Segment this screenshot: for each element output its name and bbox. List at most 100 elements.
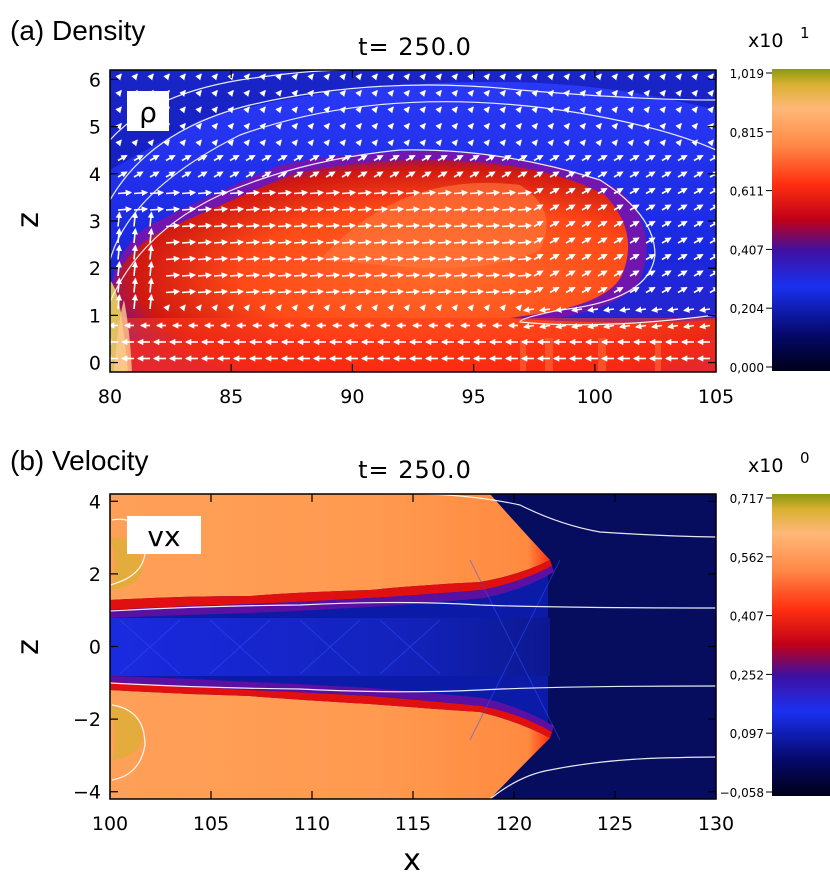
velocity-arrow — [291, 304, 298, 312]
velocity-arrow — [659, 89, 666, 97]
velocity-arrow — [181, 222, 197, 230]
velocity-arrow — [277, 154, 288, 162]
velocity-arrow — [453, 272, 469, 279]
velocity-arrow — [307, 122, 314, 130]
velocity-arrow — [277, 206, 293, 213]
panel-b-label: (b) Velocity — [10, 445, 149, 476]
velocity-arrow — [213, 222, 229, 230]
velocity-arrow — [549, 253, 560, 261]
velocity-arrow — [211, 122, 218, 130]
panel-b-axes: 100 105 110 115 120 125 130 4 2 0 −2 −4 — [73, 491, 734, 835]
velocity-arrow — [325, 222, 341, 230]
velocity-arrow — [645, 204, 656, 211]
velocity-arrow — [629, 187, 640, 195]
velocity-arrow — [629, 204, 640, 211]
y-tick-label: −2 — [73, 709, 101, 731]
velocity-arrow — [677, 286, 688, 294]
colorbar-tick-label: 0,407 — [730, 610, 764, 624]
velocity-arrow — [229, 189, 245, 197]
velocity-arrow — [709, 253, 716, 261]
y-tick-label: 2 — [89, 258, 101, 280]
velocity-arrow — [523, 323, 535, 330]
velocity-arrow — [147, 139, 154, 147]
velocity-arrow — [245, 189, 261, 197]
x-tick-label: 110 — [294, 813, 330, 835]
velocity-arrow — [133, 171, 144, 178]
velocity-arrow — [517, 206, 533, 213]
velocity-arrow — [709, 204, 716, 211]
velocity-arrow — [115, 122, 122, 130]
velocity-arrow — [245, 154, 256, 162]
velocity-arrow — [619, 323, 631, 330]
velocity-arrow — [549, 154, 560, 162]
velocity-arrow — [533, 154, 544, 162]
velocity-arrow — [259, 139, 266, 147]
velocity-arrow — [421, 255, 437, 263]
velocity-arrow — [501, 255, 517, 263]
velocity-arrow — [437, 288, 453, 296]
velocity-arrow — [261, 189, 277, 197]
velocity-arrow — [387, 73, 394, 81]
y-tick-label: 1 — [89, 305, 101, 327]
velocity-arrow — [517, 255, 533, 263]
velocity-arrow — [309, 239, 325, 246]
panel-a-variable-label: ρ — [139, 96, 157, 129]
velocity-arrow — [629, 253, 640, 261]
velocity-arrow — [667, 323, 679, 330]
velocity-arrow — [451, 139, 458, 147]
velocity-arrow — [515, 139, 522, 147]
velocity-arrow — [389, 171, 400, 178]
velocity-arrow — [325, 171, 336, 178]
velocity-arrow — [467, 122, 474, 130]
velocity-arrow — [323, 73, 330, 81]
velocity-arrow — [245, 239, 261, 246]
velocity-arrow — [579, 73, 586, 81]
velocity-arrow — [531, 106, 538, 114]
velocity-arrow — [243, 122, 250, 130]
velocity-arrow — [293, 288, 309, 296]
velocity-arrow — [597, 204, 608, 211]
velocity-arrow — [451, 106, 458, 114]
velocity-arrow — [211, 89, 218, 97]
velocity-arrow — [499, 122, 506, 130]
velocity-arrow — [515, 89, 522, 97]
velocity-arrow — [389, 288, 405, 296]
velocity-arrow — [293, 239, 309, 246]
velocity-arrow — [325, 154, 336, 162]
velocity-arrow — [691, 122, 698, 130]
velocity-arrow — [467, 73, 474, 81]
velocity-arrow — [277, 272, 293, 279]
velocity-arrow — [517, 272, 533, 279]
velocity-arrow — [421, 288, 437, 296]
velocity-arrow — [597, 237, 608, 244]
velocity-arrow — [227, 304, 234, 312]
velocity-arrow — [467, 304, 474, 312]
colorbar-tick-label: 0,562 — [730, 551, 764, 565]
velocity-arrow — [659, 122, 666, 130]
velocity-arrow — [197, 189, 213, 197]
velocity-arrow — [261, 239, 277, 246]
velocity-arrow — [581, 220, 592, 228]
velocity-arrow — [165, 171, 176, 178]
velocity-arrow — [451, 89, 458, 97]
velocity-arrow — [307, 89, 314, 97]
velocity-arrow — [195, 106, 202, 114]
y-tick-label: 4 — [89, 491, 101, 513]
velocity-arrow — [485, 288, 501, 296]
velocity-arrow — [339, 304, 346, 312]
panel-a-variable-box — [127, 91, 169, 131]
velocity-arrow — [309, 189, 325, 197]
velocity-arrow — [675, 106, 682, 114]
velocity-arrow — [421, 272, 437, 279]
velocity-arrow — [117, 154, 128, 162]
velocity-arrow — [259, 73, 266, 81]
velocity-arrow — [613, 286, 624, 294]
panel-a-colorbar-ticks: 1,019 0,815 0,611 0,407 0,204 0,000 — [730, 67, 772, 375]
velocity-arrow — [373, 288, 389, 296]
panel-b-xlabel: x — [403, 843, 421, 878]
velocity-arrow — [579, 89, 586, 97]
velocity-arrow — [677, 187, 688, 195]
velocity-arrow — [499, 73, 506, 81]
velocity-arrow — [651, 323, 663, 330]
